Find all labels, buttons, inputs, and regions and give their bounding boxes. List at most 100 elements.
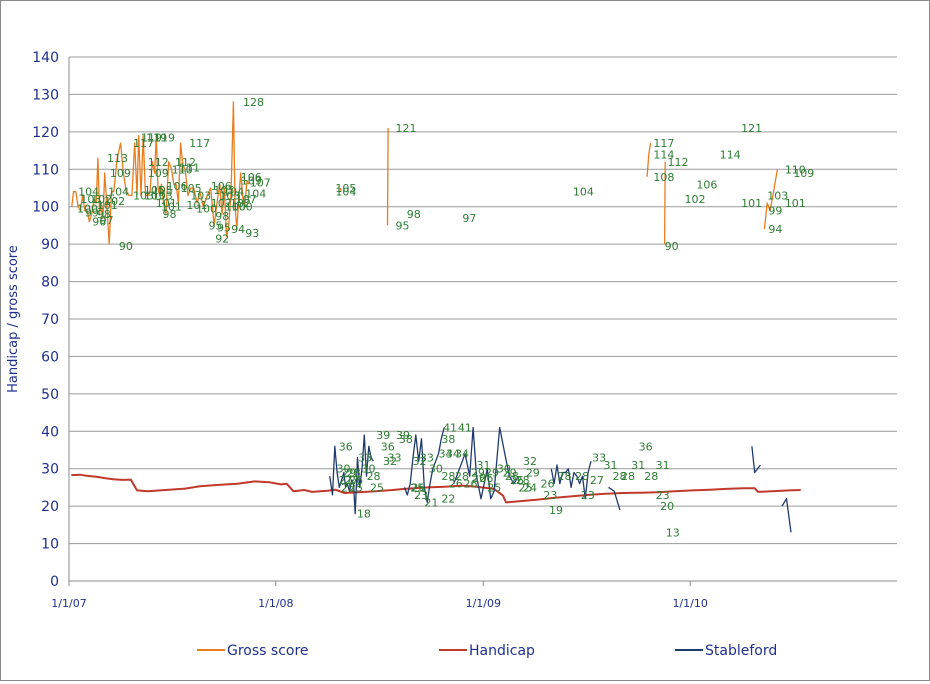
data-label: 28 [347, 466, 361, 479]
data-label: 113 [107, 152, 128, 165]
data-label: 102 [104, 195, 125, 208]
data-label: 93 [245, 227, 259, 240]
data-label: 119 [154, 131, 175, 144]
data-label: 34 [455, 448, 469, 461]
legend: Gross score Handicap Stableford [197, 643, 777, 659]
y-tick-label: 30 [41, 462, 59, 478]
data-label: 36 [381, 440, 395, 453]
x-tick-label: 1/1/08 [258, 597, 293, 610]
x-tick-label: 1/1/09 [466, 597, 501, 610]
data-label: 110 [785, 163, 806, 176]
data-label: 22 [441, 493, 455, 506]
data-labels: 1041031009996981021011029711310910490117… [77, 96, 814, 539]
y-tick-label: 70 [41, 312, 59, 328]
data-label: 27 [339, 474, 353, 487]
handicap-line [71, 473, 801, 504]
data-label: 105 [152, 184, 173, 197]
data-label: 111 [179, 161, 200, 174]
data-label: 104 [108, 186, 129, 199]
data-label: 101 [186, 199, 207, 212]
data-label: 112 [175, 156, 196, 169]
data-label: 23 [581, 489, 595, 502]
y-tick-label: 120 [32, 125, 59, 141]
data-label: 28 [505, 470, 519, 483]
x-tick-label: 1/1/10 [672, 597, 707, 610]
data-label: 32 [523, 455, 537, 468]
data-label: 26 [463, 478, 477, 491]
data-label: 90 [119, 240, 133, 253]
data-label: 112 [668, 156, 689, 169]
data-label: 109 [793, 167, 814, 180]
legend-label-gross-score: Gross score [227, 643, 309, 659]
data-label: 26 [449, 478, 463, 491]
data-label: 109 [110, 167, 131, 180]
data-label: 28 [621, 470, 635, 483]
stableford-line [781, 498, 792, 533]
data-label: 28 [441, 470, 455, 483]
y-tick-label: 100 [32, 200, 59, 216]
data-label: 104 [335, 186, 356, 199]
data-label: 114 [653, 148, 674, 161]
data-label: 31 [603, 459, 617, 472]
y-tick-label: 20 [41, 499, 59, 515]
stableford-line [608, 486, 621, 511]
data-label: 26 [510, 474, 524, 487]
y-tick-label: 140 [32, 50, 59, 66]
legend-label-stableford: Stableford [705, 643, 777, 659]
data-label: 32 [412, 455, 426, 468]
data-label: 90 [665, 240, 679, 253]
gross-score-line [646, 143, 652, 177]
data-label: 26 [479, 472, 493, 485]
data-label: 103 [219, 189, 240, 202]
stableford-line [751, 446, 761, 474]
data-label: 105 [335, 182, 356, 195]
data-label: 33 [388, 451, 402, 464]
gross-score-line [763, 169, 779, 230]
data-label: 18 [357, 508, 371, 521]
data-label: 109 [148, 167, 169, 180]
data-label: 32 [383, 455, 397, 468]
data-label: 31 [631, 459, 645, 472]
data-label: 104 [78, 186, 99, 199]
y-tick-label: 10 [41, 537, 59, 553]
data-label: 25 [370, 481, 384, 494]
data-label: 100 [196, 203, 217, 216]
data-label: 26 [541, 478, 555, 491]
data-label: 26 [472, 472, 486, 485]
data-label: 103 [133, 189, 154, 202]
data-label: 95 [208, 219, 222, 232]
data-label: 36 [639, 440, 653, 453]
data-label: 30 [429, 463, 443, 476]
data-label: 28 [455, 470, 469, 483]
data-label: 98 [407, 208, 421, 221]
data-label: 98 [215, 210, 229, 223]
data-label: 98 [97, 208, 111, 221]
data-label: 23 [414, 489, 428, 502]
data-label: 105 [181, 182, 202, 195]
gridlines [68, 56, 897, 582]
data-label: 119 [141, 131, 162, 144]
data-label: 114 [720, 148, 741, 161]
data-label: 109 [241, 175, 262, 188]
data-label: 23 [543, 489, 557, 502]
data-label: 92 [215, 233, 229, 246]
data-label: 104 [223, 186, 244, 199]
data-label: 33 [358, 451, 372, 464]
data-label: 99 [85, 206, 99, 219]
data-label: 106 [167, 180, 188, 193]
data-label: 24 [523, 481, 537, 494]
gross-score-line [663, 161, 666, 245]
data-label: 31 [656, 459, 670, 472]
data-label: 41 [443, 422, 457, 435]
data-label: 94 [768, 223, 782, 236]
data-label: 95 [217, 221, 231, 234]
data-label: 101 [156, 197, 177, 210]
data-label: 28 [575, 470, 589, 483]
data-label: 38 [441, 433, 455, 446]
data-label: 102 [685, 193, 706, 206]
data-label: 100 [225, 201, 246, 214]
data-label: 34 [439, 448, 453, 461]
data-label: 25 [410, 481, 424, 494]
